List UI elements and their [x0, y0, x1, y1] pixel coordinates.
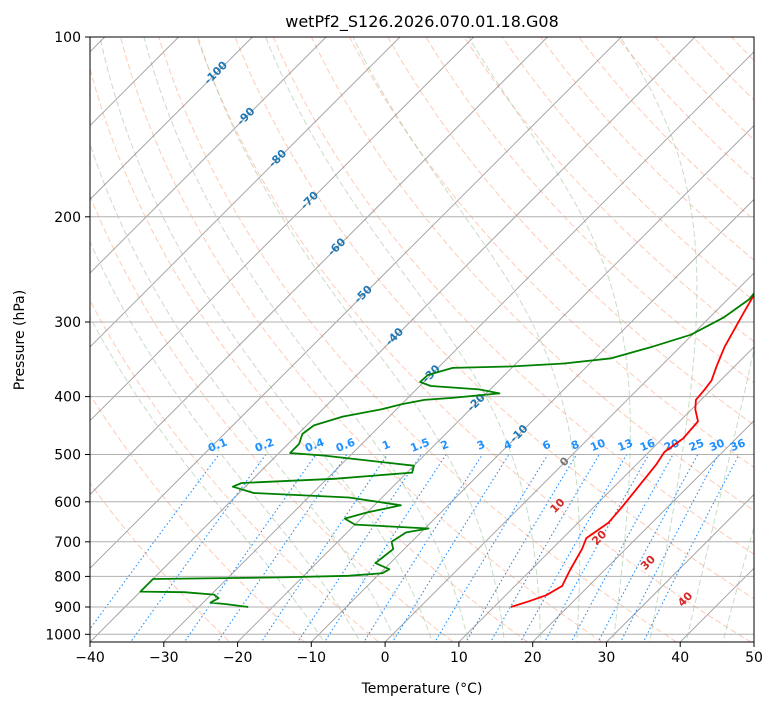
x-tick-label: 50	[745, 650, 763, 666]
isotherm-line	[458, 346, 754, 642]
moist-adiabat	[90, 240, 361, 642]
profile-series	[139, 292, 754, 608]
isotherm-line	[90, 37, 180, 127]
chart-title: wetPf2_S126.2026.070.01.18.G08	[285, 12, 559, 32]
pressure-gridlines	[90, 37, 754, 635]
moist-adiabat	[265, 37, 542, 642]
mixing-ratio-line	[392, 454, 510, 642]
dry-adiabat	[310, 37, 754, 512]
y-tick-label: 500	[54, 448, 81, 464]
mixing-ratio-label: 13	[616, 436, 635, 454]
isotherm-line	[90, 37, 696, 642]
isotherm-line	[90, 37, 254, 201]
mixing-ratio-line	[597, 454, 699, 642]
isotherm-line	[384, 272, 754, 642]
moist-adiabat	[619, 37, 698, 642]
mixing-ratio-label: 3	[475, 438, 487, 453]
y-tick-label: 400	[54, 390, 81, 406]
mixing-ratio-line	[323, 454, 447, 642]
isotherm-line	[90, 37, 401, 348]
dry-adiabat	[119, 37, 603, 642]
moist-adiabat	[468, 37, 631, 642]
dry-adiabat	[272, 37, 754, 555]
moist-adiabat	[99, 37, 433, 642]
mixing-ratio-line	[260, 454, 388, 642]
y-tick-label: 1000	[45, 627, 81, 643]
mixing-ratio-label: 30	[707, 436, 726, 454]
dry-adiabat	[425, 37, 754, 384]
mixing-ratio-line	[465, 454, 577, 642]
mixing-ratio-label: 1	[380, 438, 392, 453]
x-tick-label: 20	[524, 650, 542, 666]
mixing-ratio-label: 16	[638, 436, 657, 454]
x-axis-label: Temperature (°C)	[361, 681, 483, 697]
isotherm-line	[605, 493, 754, 642]
y-tick-label: 200	[54, 210, 81, 226]
x-tick-label: −30	[149, 650, 179, 666]
mixing-ratio-label: 36	[728, 436, 747, 454]
y-tick-label: 300	[54, 315, 81, 331]
mixing-ratio-line	[620, 454, 719, 642]
x-tick-label: −10	[297, 650, 327, 666]
isotherm-line	[90, 37, 327, 274]
dry-adiabat	[90, 194, 454, 642]
x-axis-ticks: −40 −30 −20 −10 0 10 20 30 40 50	[75, 642, 763, 666]
dry-adiabat	[90, 393, 306, 642]
x-tick-label: −20	[223, 650, 253, 666]
x-tick-label: −40	[75, 650, 105, 666]
mixing-ratio-label: 2	[439, 438, 451, 453]
y-axis-ticks: 100 200 300 400 500 600 700 800 900 1000	[45, 30, 90, 643]
moist-adiabat	[90, 142, 397, 642]
isotherm-line	[531, 419, 754, 642]
y-tick-label: 800	[54, 569, 81, 585]
dry-adiabat	[196, 37, 752, 642]
dry-adiabat	[158, 37, 678, 642]
isotherm-line	[236, 124, 754, 642]
mixing-ratio-label: 10	[588, 436, 607, 454]
x-tick-label: 0	[381, 650, 390, 666]
dry-adiabat	[90, 482, 231, 642]
mixing-ratio-line	[363, 454, 483, 642]
background-guide-lines	[90, 37, 754, 642]
mixing-ratio-line	[90, 454, 220, 630]
mixing-ratio-line	[570, 454, 674, 642]
moist-adiabat	[352, 37, 581, 642]
plot-frame	[89, 36, 755, 643]
mixing-ratio-line	[130, 454, 267, 642]
y-tick-label: 600	[54, 495, 81, 511]
y-tick-label: 900	[54, 600, 81, 616]
moist-adiabat	[143, 37, 469, 642]
mixing-ratio-line	[434, 454, 549, 642]
mixing-ratio-line	[183, 454, 317, 642]
temperature-profile-line	[510, 293, 754, 608]
isotherm-line	[90, 37, 549, 496]
dry-adiabat	[90, 66, 529, 642]
mixing-ratio-line	[297, 454, 422, 642]
x-tick-label: 10	[450, 650, 468, 666]
isotherm-line	[90, 37, 475, 422]
dry-adiabat	[234, 37, 754, 600]
dry-adiabat	[501, 37, 754, 302]
mixing-ratio-line	[216, 454, 348, 642]
dewpoint-profile-line	[139, 292, 754, 608]
isotherm-line	[163, 51, 754, 642]
mixing-ratio-label: 25	[687, 436, 706, 454]
y-axis-label: Pressure (hPa)	[12, 290, 28, 390]
dry-adiabat	[90, 299, 380, 642]
y-tick-label: 100	[54, 30, 81, 46]
isotherm-line	[310, 198, 754, 642]
isotherm-line	[90, 37, 623, 569]
x-tick-label: 30	[597, 650, 615, 666]
x-tick-label: 40	[671, 650, 689, 666]
mixing-ratio-label: 8	[569, 438, 581, 453]
y-tick-label: 700	[54, 535, 81, 551]
